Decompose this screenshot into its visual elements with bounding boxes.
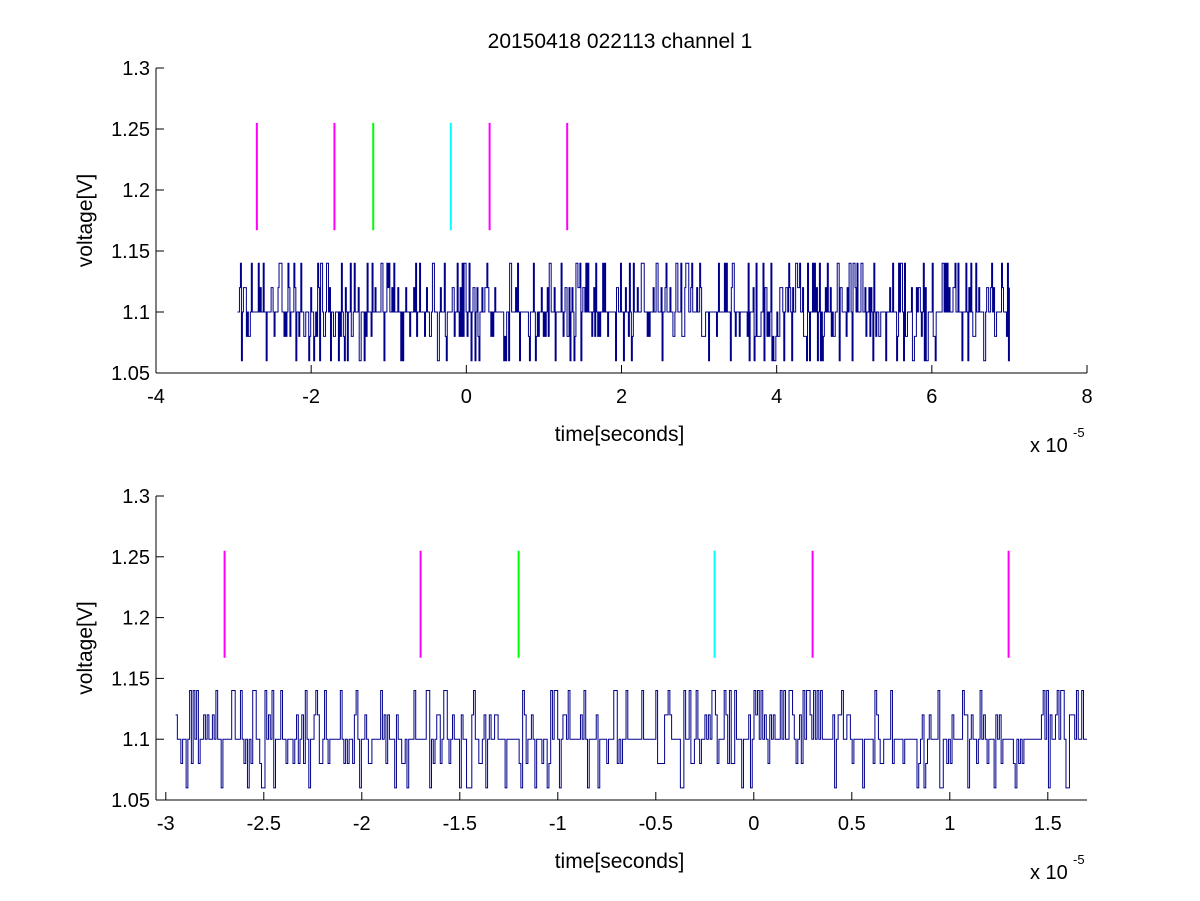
y-axis-label: voltage[V] (74, 174, 97, 267)
x-axis-label: time[seconds] (555, 850, 685, 873)
x-scale-base: x 10 (1030, 435, 1068, 457)
x-tick-label: -1 (549, 813, 567, 835)
x-tick-label: 8 (1081, 386, 1092, 408)
bottom-plot: -3 -2.5 -2 -1.5 -1 -0.5 0 0.5 1 1.5 1.05 1.1 1.15 1.2… (74, 486, 1087, 884)
x-tick-label: -1.5 (443, 813, 477, 835)
x-tick-label: -2.5 (247, 813, 281, 835)
x-tick-label: 0 (748, 813, 759, 835)
x-tick-label: 0.5 (838, 813, 866, 835)
top-plot: -4 -2 0 2 4 6 8 1.05 1.1 1.15 1.2 1.25 1.3 time[secon… (74, 58, 1093, 457)
y-tick-label: 1.2 (122, 180, 150, 202)
x-axis-label: time[seconds] (555, 423, 685, 446)
y-tick-label: 1.05 (111, 790, 150, 812)
y-tick-label: 1.1 (122, 729, 150, 751)
y-tick-label: 1.1 (122, 302, 150, 324)
y-tick-label: 1.3 (122, 486, 150, 508)
x-tick-label: 2 (616, 386, 627, 408)
x-tick-label: -4 (147, 386, 165, 408)
x-scale-exponent: -5 (1073, 425, 1085, 440)
y-tick-label: 1.15 (111, 241, 150, 263)
noise-trace (175, 690, 1087, 789)
y-tick-label: 1.25 (111, 547, 150, 569)
x-tick-label: 6 (926, 386, 937, 408)
y-tick-label: 1.2 (122, 608, 150, 630)
x-tick-label: -3 (157, 813, 175, 835)
x-tick-label: -2 (353, 813, 371, 835)
y-tick-label: 1.05 (111, 363, 150, 385)
y-axis-label: voltage[V] (74, 601, 97, 694)
noise-trace (237, 262, 1010, 362)
x-scale-base: x 10 (1030, 862, 1068, 884)
y-tick-label: 1.15 (111, 668, 150, 690)
x-tick-label: -0.5 (639, 813, 673, 835)
x-tick-label: 0 (461, 386, 472, 408)
y-tick-label: 1.3 (122, 58, 150, 80)
figure-title: 20150418 022113 channel 1 (488, 30, 753, 53)
x-tick-label: 4 (771, 386, 782, 408)
x-tick-label: 1 (944, 813, 955, 835)
x-tick-label: -2 (302, 386, 320, 408)
x-scale-exponent: -5 (1073, 852, 1085, 867)
x-tick-label: 1.5 (1034, 813, 1062, 835)
y-tick-label: 1.25 (111, 119, 150, 141)
